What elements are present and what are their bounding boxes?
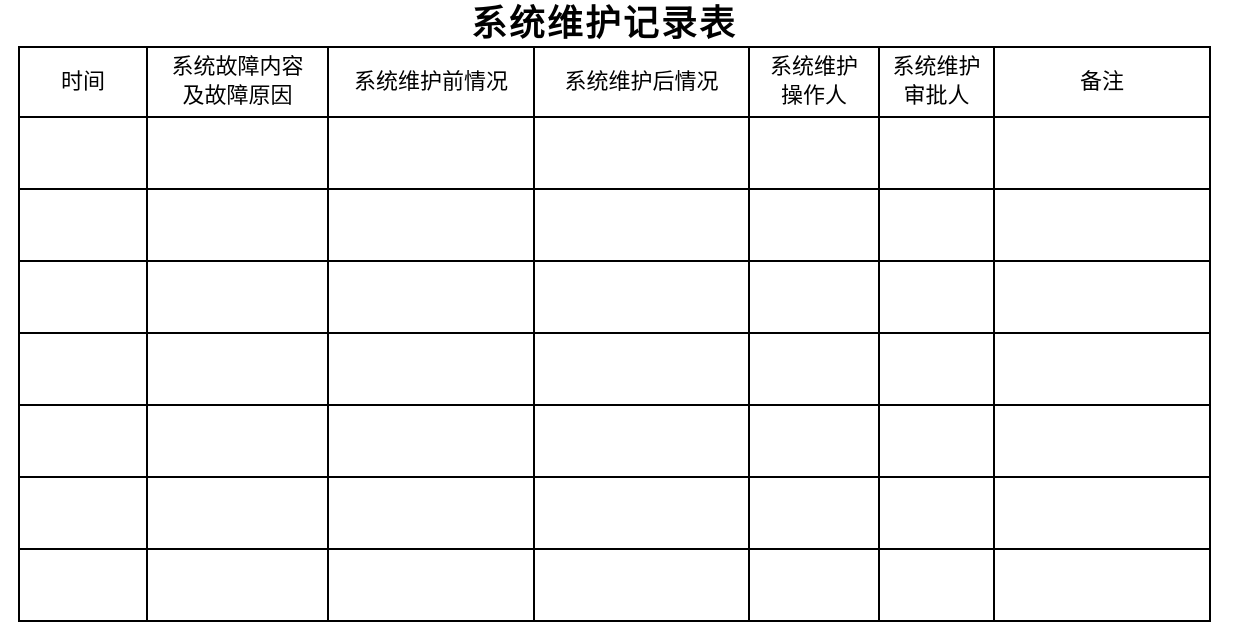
table-cell xyxy=(748,260,880,334)
table-cell xyxy=(146,116,329,190)
page-title: 系统维护记录表 xyxy=(471,2,738,44)
table-cell xyxy=(533,260,750,334)
header-cell-before-maintenance: 系统维护前情况 xyxy=(327,46,535,118)
table-cell xyxy=(878,548,995,622)
table-cell xyxy=(146,476,329,550)
table-cell xyxy=(18,116,148,190)
table-cell xyxy=(533,116,750,190)
table-cell xyxy=(533,188,750,262)
table-row xyxy=(18,188,1211,262)
header-cell-operator: 系统维护 操作人 xyxy=(748,46,880,118)
table-header-row: 时间 系统故障内容 及故障原因 系统维护前情况 系统维护后情况 系统维护 操作人… xyxy=(18,46,1211,118)
header-cell-after-maintenance: 系统维护后情况 xyxy=(533,46,750,118)
table-row xyxy=(18,260,1211,334)
table-cell xyxy=(993,548,1211,622)
table-cell xyxy=(878,188,995,262)
table-cell xyxy=(18,260,148,334)
header-cell-approver: 系统维护 审批人 xyxy=(878,46,995,118)
table-cell xyxy=(146,260,329,334)
table-row xyxy=(18,332,1211,406)
table-cell xyxy=(878,476,995,550)
table-cell xyxy=(18,548,148,622)
table-cell xyxy=(327,548,535,622)
header-cell-fault-content-cause: 系统故障内容 及故障原因 xyxy=(146,46,329,118)
table-cell xyxy=(327,116,535,190)
table-cell xyxy=(878,404,995,478)
table-cell xyxy=(18,476,148,550)
table-cell xyxy=(993,188,1211,262)
table-cell xyxy=(878,116,995,190)
maintenance-record-table: 时间 系统故障内容 及故障原因 系统维护前情况 系统维护后情况 系统维护 操作人… xyxy=(18,46,1211,622)
table-cell xyxy=(146,548,329,622)
table-cell xyxy=(993,332,1211,406)
table-cell xyxy=(18,332,148,406)
table-cell xyxy=(748,188,880,262)
table-row xyxy=(18,476,1211,550)
table-cell xyxy=(327,404,535,478)
table-cell xyxy=(327,476,535,550)
table-cell xyxy=(993,116,1211,190)
header-cell-remarks: 备注 xyxy=(993,46,1211,118)
table-cell xyxy=(533,332,750,406)
table-cell xyxy=(533,548,750,622)
table-cell xyxy=(993,404,1211,478)
table-cell xyxy=(533,476,750,550)
table-row xyxy=(18,116,1211,190)
table-cell xyxy=(748,548,880,622)
table-body xyxy=(18,116,1211,622)
table-cell xyxy=(327,332,535,406)
table-row xyxy=(18,404,1211,478)
table-cell xyxy=(146,188,329,262)
table-cell xyxy=(146,332,329,406)
table-cell xyxy=(748,116,880,190)
table-cell xyxy=(878,260,995,334)
table-cell xyxy=(993,260,1211,334)
table-cell xyxy=(146,404,329,478)
table-cell xyxy=(533,404,750,478)
header-cell-time: 时间 xyxy=(18,46,148,118)
table-cell xyxy=(18,404,148,478)
table-cell xyxy=(748,476,880,550)
table-cell xyxy=(878,332,995,406)
table-cell xyxy=(748,404,880,478)
table-header: 时间 系统故障内容 及故障原因 系统维护前情况 系统维护后情况 系统维护 操作人… xyxy=(18,46,1211,118)
table-cell xyxy=(18,188,148,262)
table-cell xyxy=(993,476,1211,550)
table-row xyxy=(18,548,1211,622)
table-cell xyxy=(327,188,535,262)
table-cell xyxy=(748,332,880,406)
table-cell xyxy=(327,260,535,334)
